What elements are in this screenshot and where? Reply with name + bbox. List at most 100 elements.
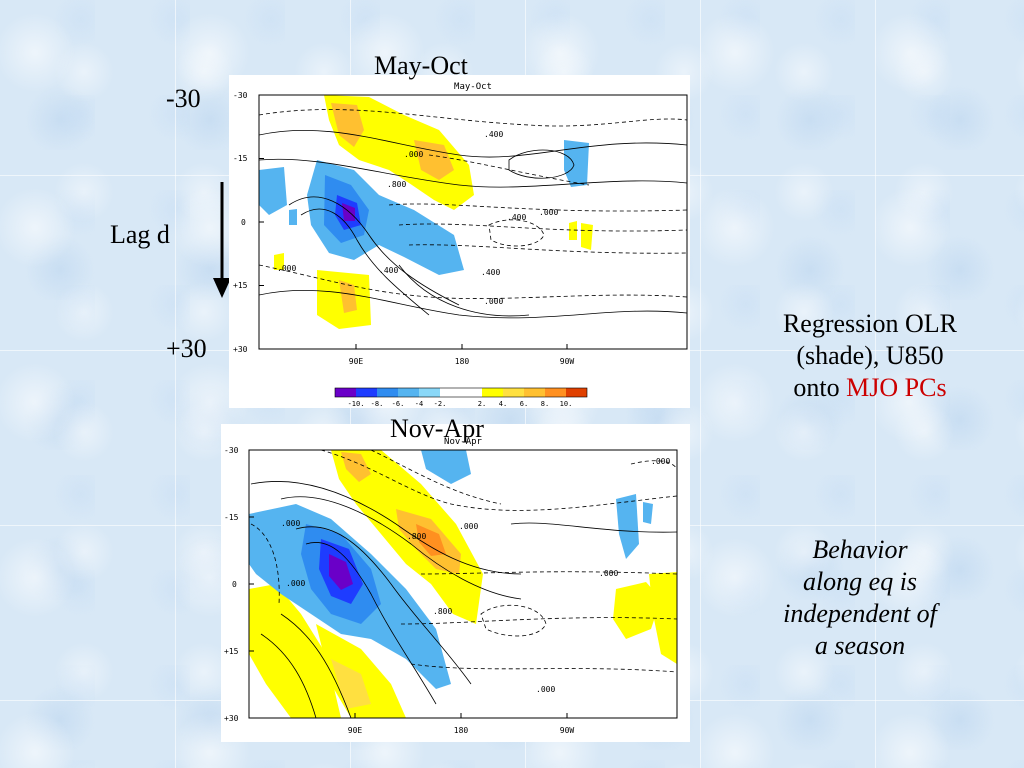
negative-anomaly (259, 167, 287, 215)
contour-labels: .000 .000 .800 .000 .000 .000 .800 .000 (281, 457, 670, 694)
lag-arrow-icon (213, 182, 231, 298)
chart-panel-may-oct: May-Oct (229, 75, 690, 408)
svg-text:-15: -15 (224, 513, 239, 522)
tick-marks (249, 449, 568, 719)
svg-text:.000: .000 (459, 522, 478, 531)
svg-text:90E: 90E (349, 357, 364, 366)
svg-text:.000: .000 (286, 579, 305, 588)
inner-title: May-Oct (454, 82, 492, 92)
contour-layer (250, 481, 677, 718)
svg-text:6.: 6. (520, 400, 528, 408)
mjo-pcs-highlight: MJO PCs (846, 373, 947, 402)
background-seam (875, 0, 876, 768)
svg-text:-6.: -6. (392, 400, 405, 408)
svg-text:0: 0 (232, 580, 237, 589)
svg-text:180: 180 (455, 357, 470, 366)
svg-text:8.: 8. (541, 400, 549, 408)
conclusion-line: a season (814, 631, 906, 660)
svg-text:180: 180 (454, 726, 469, 735)
svg-text:.000: .000 (277, 264, 296, 273)
negative-anomaly (289, 209, 297, 225)
svg-text:.000: .000 (651, 457, 670, 466)
description-line: onto MJO PCs (744, 372, 996, 404)
svg-text:.400: .400 (507, 213, 526, 222)
x-tick-labels: 90E 180 90W (349, 357, 575, 366)
may-oct-map: May-Oct (233, 82, 688, 408)
shading-layer (249, 450, 677, 718)
svg-text:+30: +30 (233, 345, 248, 354)
negative-anomaly (421, 450, 471, 484)
svg-text:.400: .400 (481, 268, 500, 277)
svg-text:-2.: -2. (434, 400, 447, 408)
positive-anomaly (613, 582, 661, 639)
svg-text:.800: .800 (407, 532, 426, 541)
contour-layer-negative (259, 109, 687, 299)
lag-label-top: -30 (166, 84, 201, 113)
negative-anomaly-core (329, 554, 353, 590)
positive-anomaly-core (339, 280, 357, 313)
svg-text:-10.: -10. (348, 400, 365, 408)
chart-title-nov-apr: Nov-Apr (390, 414, 484, 443)
background-seam (175, 0, 176, 768)
nov-apr-map: Nov-Apr (224, 437, 678, 735)
svg-text:+15: +15 (233, 281, 248, 290)
lag-label-bottom: +30 (166, 334, 207, 363)
negative-anomaly (564, 140, 589, 187)
colorbar-labels: -10. -8. -6. -4 -2. 2. 4. 6. 8. 10. (348, 400, 573, 408)
positive-anomaly (316, 624, 406, 718)
svg-text:-8.: -8. (371, 400, 384, 408)
x-tick-labels: 90E 180 90W (348, 726, 575, 735)
positive-anomaly (581, 223, 593, 250)
description-line: (shade), U850 (796, 341, 944, 370)
svg-text:-4: -4 (415, 400, 423, 408)
svg-text:.800: .800 (433, 607, 452, 616)
inner-title: Nov-Apr (444, 437, 483, 447)
svg-text:-15: -15 (233, 154, 248, 163)
contour-labels: .400 .000 .800 .000 .400 .400 .000 .400 … (277, 130, 558, 306)
svg-text:.000: .000 (281, 519, 300, 528)
positive-anomaly (274, 253, 284, 270)
svg-text:0: 0 (241, 218, 246, 227)
negative-anomaly-core (342, 203, 355, 221)
svg-text:.000: .000 (539, 208, 558, 217)
positive-anomaly-core (331, 103, 364, 147)
tick-marks (259, 94, 568, 350)
svg-text:.000: .000 (404, 150, 423, 159)
shading-layer (259, 95, 593, 329)
description-text: Regression OLR (shade), U850 onto MJO PC… (744, 308, 996, 404)
positive-anomaly-core (414, 140, 454, 180)
conclusion-line: independent of (783, 599, 937, 628)
y-tick-labels: -30 -15 0 +15 +30 (233, 91, 248, 354)
chart-title-may-oct: May-Oct (374, 51, 468, 80)
chart-panel-nov-apr: Nov-Apr (221, 424, 690, 742)
svg-text:90E: 90E (348, 726, 363, 735)
background-seam (700, 0, 701, 768)
y-tick-labels: -30 -15 0 +15 +30 (224, 446, 239, 723)
contour-layer (259, 129, 687, 319)
conclusion-line: Behavior (812, 535, 908, 564)
negative-anomaly (616, 494, 639, 559)
svg-text:4.: 4. (499, 400, 507, 408)
svg-text:2.: 2. (478, 400, 486, 408)
svg-text:+15: +15 (224, 647, 239, 656)
description-prefix: onto (793, 373, 847, 402)
svg-text:-30: -30 (233, 91, 248, 100)
negative-anomaly (643, 502, 653, 524)
positive-anomaly (331, 659, 371, 709)
contour-layer-negative (250, 450, 677, 673)
positive-anomaly (569, 221, 577, 240)
colorbar (334, 387, 588, 398)
positive-anomaly (649, 572, 677, 664)
svg-text:90W: 90W (560, 357, 575, 366)
conclusion-line: along eq is (802, 567, 918, 596)
svg-text:-30: -30 (224, 446, 239, 455)
svg-text:.800: .800 (387, 180, 406, 189)
description-line: Regression OLR (782, 309, 958, 338)
positive-anomaly-core (416, 524, 446, 556)
svg-text:+30: +30 (224, 714, 239, 723)
svg-text:.000: .000 (484, 297, 503, 306)
svg-text:90W: 90W (560, 726, 575, 735)
svg-text:.400: .400 (379, 266, 398, 275)
svg-text:.000: .000 (599, 569, 618, 578)
lag-label-middle: Lag d (110, 220, 170, 249)
